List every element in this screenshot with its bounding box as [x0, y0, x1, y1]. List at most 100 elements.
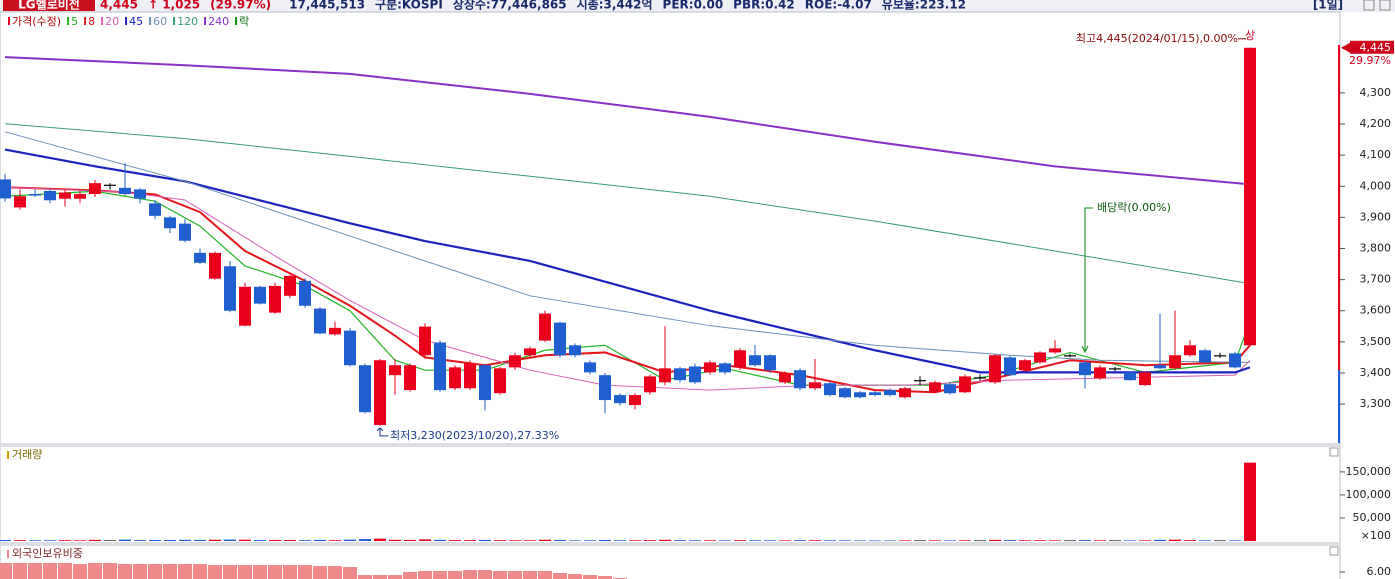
volume-bar — [749, 540, 761, 541]
volume-bar — [899, 540, 911, 542]
legend-entry: 120 — [177, 15, 198, 28]
candle-body — [689, 366, 701, 383]
window-button[interactable] — [1379, 0, 1391, 11]
candle-body — [569, 345, 581, 356]
candle-body — [434, 342, 446, 391]
volume-bar — [914, 540, 926, 542]
ownership-bar — [73, 564, 87, 579]
candle-body — [719, 363, 731, 373]
volume-bar — [1169, 539, 1181, 541]
volume-bar — [194, 539, 206, 541]
last-price-pointer — [1341, 42, 1350, 53]
volume-bar — [104, 540, 116, 542]
candle-body — [134, 189, 146, 199]
ownership-bar — [268, 565, 282, 579]
candle-body — [644, 376, 656, 393]
legend-marker — [67, 17, 70, 25]
volume-bar — [884, 540, 896, 542]
candle-body — [599, 375, 611, 401]
stock-name: LG헬로비전 — [18, 0, 80, 12]
legend-dividend: 락 — [239, 15, 249, 28]
candle-body — [344, 330, 356, 366]
candle-body — [1124, 372, 1136, 381]
ownership-bar — [298, 565, 312, 579]
volume-bar — [209, 539, 221, 541]
y-tick-label: 3,900 — [1360, 210, 1392, 223]
period: [1일] — [1313, 0, 1343, 12]
volume-bar — [299, 540, 311, 541]
candle-body — [449, 367, 461, 389]
ownership-bar — [58, 563, 72, 579]
candle-body — [119, 187, 131, 195]
volume-bar — [224, 539, 236, 541]
legend-entry: 20 — [105, 15, 119, 28]
candle-body — [509, 355, 521, 368]
volume-bar — [404, 539, 416, 541]
volume-bar — [569, 540, 581, 541]
volume-bar — [434, 539, 446, 541]
candle-body — [479, 365, 491, 401]
candle-body — [1094, 367, 1106, 379]
y-tick-label: 50,000 — [1353, 511, 1392, 524]
volume-bar — [854, 540, 866, 542]
volume-bar — [1049, 540, 1061, 541]
legend-marker — [101, 17, 104, 25]
candle-body — [1244, 47, 1256, 346]
candle-body — [884, 390, 896, 396]
volume-bar — [704, 540, 716, 541]
header-item: 상장수:77,446,865 — [453, 0, 567, 12]
volume-bar — [134, 540, 146, 541]
ownership-title-marker — [7, 550, 9, 558]
volume-bar — [584, 540, 596, 541]
y-tick-label: 3,400 — [1360, 366, 1392, 379]
y-tick-label: 3,500 — [1360, 335, 1392, 348]
candle-body — [764, 355, 776, 371]
panel-button[interactable] — [1329, 447, 1339, 457]
y-tick-label: 4,000 — [1360, 179, 1392, 192]
candle-body — [1019, 360, 1031, 371]
low-annotation: 최저3,230(2023/10/20),27.33% — [390, 429, 559, 442]
volume-bar — [509, 540, 521, 541]
y-tick-label: 4,200 — [1360, 117, 1392, 130]
y-tick-label: 150,000 — [1346, 465, 1392, 478]
ownership-bar — [493, 571, 507, 579]
header-item: PBR:0.42 — [733, 0, 795, 12]
volume-bar — [59, 540, 71, 541]
volume-bar — [149, 539, 161, 541]
y-tick-label: 4,300 — [1360, 86, 1392, 99]
candle-body — [1154, 365, 1166, 369]
ownership-bar — [403, 572, 417, 579]
legend-marker — [8, 17, 10, 25]
candle-body — [734, 350, 746, 368]
candle-body — [1064, 355, 1076, 357]
volume-bar — [1139, 540, 1151, 541]
y-tick-label: 6.00 — [1367, 565, 1392, 578]
volume-bar — [794, 540, 806, 541]
legend-marker — [173, 17, 176, 25]
candle-body — [89, 183, 101, 195]
window-button[interactable] — [1363, 0, 1375, 11]
header-item: 유보율:223.12 — [882, 0, 966, 12]
volume-bar — [974, 540, 986, 542]
candle-body — [1199, 350, 1211, 363]
legend-marker — [235, 17, 238, 25]
ownership-bar — [463, 570, 477, 579]
candle-body — [314, 308, 326, 334]
ownership-bar — [583, 575, 597, 579]
candle-body — [1214, 355, 1226, 357]
volume-bar — [479, 539, 491, 541]
ownership-bar — [313, 566, 327, 579]
header-item: 시총:3,442억 — [577, 0, 653, 12]
limit-up-label: 상 — [1245, 29, 1255, 42]
volume-bar — [1034, 540, 1046, 541]
ownership-bar — [343, 567, 357, 579]
moving-average-line — [4, 123, 1251, 285]
legend-marker — [84, 17, 87, 25]
volume-bar — [734, 540, 746, 541]
volume-bar — [539, 539, 551, 541]
panel-button[interactable] — [1329, 546, 1339, 556]
volume-bar — [719, 540, 731, 541]
volume-title-marker — [7, 451, 9, 459]
ownership-bar — [208, 565, 222, 579]
